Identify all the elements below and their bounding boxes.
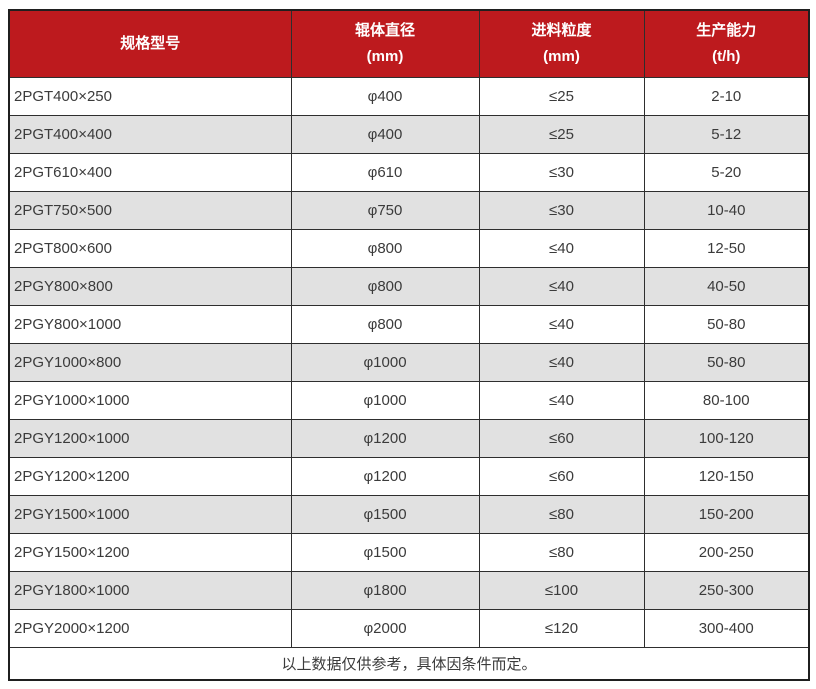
roller-diameter-cell: φ800 [290,266,480,306]
table-row: 2PGT400×400 φ400 ≤25 5-12 [8,114,810,154]
feed-size-cell: ≤30 [478,190,645,230]
col-header-roller-diameter: 辊体直径 (mm) [290,9,480,78]
model-cell: 2PGY1500×1000 [8,494,292,534]
col-header-feed-size-label: 进料粒度 [531,21,592,39]
roller-diameter-cell: φ1000 [290,342,480,382]
roller-diameter-cell: φ1500 [290,532,480,572]
roller-diameter-cell: φ400 [290,114,480,154]
model-cell: 2PGT400×400 [8,114,292,154]
table-row: 2PGY1000×800 φ1000 ≤40 50-80 [8,342,810,382]
table-footnote: 以上数据仅供参考，具体因条件而定。 [8,646,810,681]
table-row: 2PGY1800×1000 φ1800 ≤100 250-300 [8,570,810,610]
col-header-roller-diameter-unit: (mm) [366,47,404,65]
header-row: 规格型号 辊体直径 (mm) 进料粒度 (mm) 生产能力 (t/h) [8,9,810,78]
model-cell: 2PGY1500×1200 [8,532,292,572]
roller-diameter-cell: φ750 [290,190,480,230]
feed-size-cell: ≤40 [478,266,645,306]
model-cell: 2PGY1200×1200 [8,456,292,496]
feed-size-cell: ≤120 [478,608,645,648]
table-row: 2PGY2000×1200 φ2000 ≤120 300-400 [8,608,810,648]
capacity-cell: 5-20 [643,152,810,192]
capacity-cell: 150-200 [643,494,810,534]
table-header: 规格型号 辊体直径 (mm) 进料粒度 (mm) 生产能力 (t/h) [8,9,810,78]
table-row: 2PGT400×250 φ400 ≤25 2-10 [8,76,810,116]
table-row: 2PGY800×1000 φ800 ≤40 50-80 [8,304,810,344]
feed-size-cell: ≤40 [478,228,645,268]
feed-size-cell: ≤80 [478,494,645,534]
model-cell: 2PGY1200×1000 [8,418,292,458]
capacity-cell: 2-10 [643,76,810,116]
table-row: 2PGT800×600 φ800 ≤40 12-50 [8,228,810,268]
roller-diameter-cell: φ400 [290,76,480,116]
roller-diameter-cell: φ800 [290,228,480,268]
table-row: 2PGY1200×1200 φ1200 ≤60 120-150 [8,456,810,496]
table-row: 2PGY1500×1000 φ1500 ≤80 150-200 [8,494,810,534]
footnote-row: 以上数据仅供参考，具体因条件而定。 [8,646,810,681]
model-cell: 2PGY1000×1000 [8,380,292,420]
model-cell: 2PGY1800×1000 [8,570,292,610]
capacity-cell: 50-80 [643,342,810,382]
feed-size-cell: ≤100 [478,570,645,610]
feed-size-cell: ≤25 [478,114,645,154]
model-cell: 2PGY2000×1200 [8,608,292,648]
table-row: 2PGY1500×1200 φ1500 ≤80 200-250 [8,532,810,572]
roller-diameter-cell: φ800 [290,304,480,344]
model-cell: 2PGY800×1000 [8,304,292,344]
capacity-cell: 250-300 [643,570,810,610]
table-row: 2PGY1200×1000 φ1200 ≤60 100-120 [8,418,810,458]
col-header-capacity-label: 生产能力 [696,21,757,39]
roller-diameter-cell: φ1800 [290,570,480,610]
feed-size-cell: ≤40 [478,304,645,344]
spec-table: 规格型号 辊体直径 (mm) 进料粒度 (mm) 生产能力 (t/h) 2PGT… [8,9,810,681]
roller-diameter-cell: φ610 [290,152,480,192]
roller-diameter-cell: φ1000 [290,380,480,420]
model-cell: 2PGY1000×800 [8,342,292,382]
roller-diameter-cell: φ1500 [290,494,480,534]
col-header-model: 规格型号 [8,9,292,78]
capacity-cell: 5-12 [643,114,810,154]
table-row: 2PGY1000×1000 φ1000 ≤40 80-100 [8,380,810,420]
col-header-capacity: 生产能力 (t/h) [643,9,810,78]
feed-size-cell: ≤25 [478,76,645,116]
capacity-cell: 80-100 [643,380,810,420]
table-row: 2PGT750×500 φ750 ≤30 10-40 [8,190,810,230]
feed-size-cell: ≤40 [478,342,645,382]
table-row: 2PGT610×400 φ610 ≤30 5-20 [8,152,810,192]
capacity-cell: 12-50 [643,228,810,268]
capacity-cell: 100-120 [643,418,810,458]
model-cell: 2PGY800×800 [8,266,292,306]
col-header-feed-size-unit: (mm) [543,47,580,65]
feed-size-cell: ≤60 [478,456,645,496]
table-footer: 以上数据仅供参考，具体因条件而定。 [8,646,810,681]
model-cell: 2PGT800×600 [8,228,292,268]
table-row: 2PGY800×800 φ800 ≤40 40-50 [8,266,810,306]
capacity-cell: 40-50 [643,266,810,306]
feed-size-cell: ≤60 [478,418,645,458]
col-header-roller-diameter-label: 辊体直径 [354,21,415,39]
col-header-model-label: 规格型号 [120,34,181,52]
model-cell: 2PGT750×500 [8,190,292,230]
capacity-cell: 300-400 [643,608,810,648]
feed-size-cell: ≤80 [478,532,645,572]
model-cell: 2PGT400×250 [8,76,292,116]
feed-size-cell: ≤30 [478,152,645,192]
roller-diameter-cell: φ1200 [290,418,480,458]
table-body: 2PGT400×250 φ400 ≤25 2-10 2PGT400×400 φ400 ≤25… [8,76,810,648]
col-header-feed-size: 进料粒度 (mm) [478,9,645,78]
roller-diameter-cell: φ2000 [290,608,480,648]
capacity-cell: 200-250 [643,532,810,572]
model-cell: 2PGT610×400 [8,152,292,192]
feed-size-cell: ≤40 [478,380,645,420]
capacity-cell: 10-40 [643,190,810,230]
roller-diameter-cell: φ1200 [290,456,480,496]
col-header-capacity-unit: (t/h) [712,47,741,65]
capacity-cell: 120-150 [643,456,810,496]
capacity-cell: 50-80 [643,304,810,344]
